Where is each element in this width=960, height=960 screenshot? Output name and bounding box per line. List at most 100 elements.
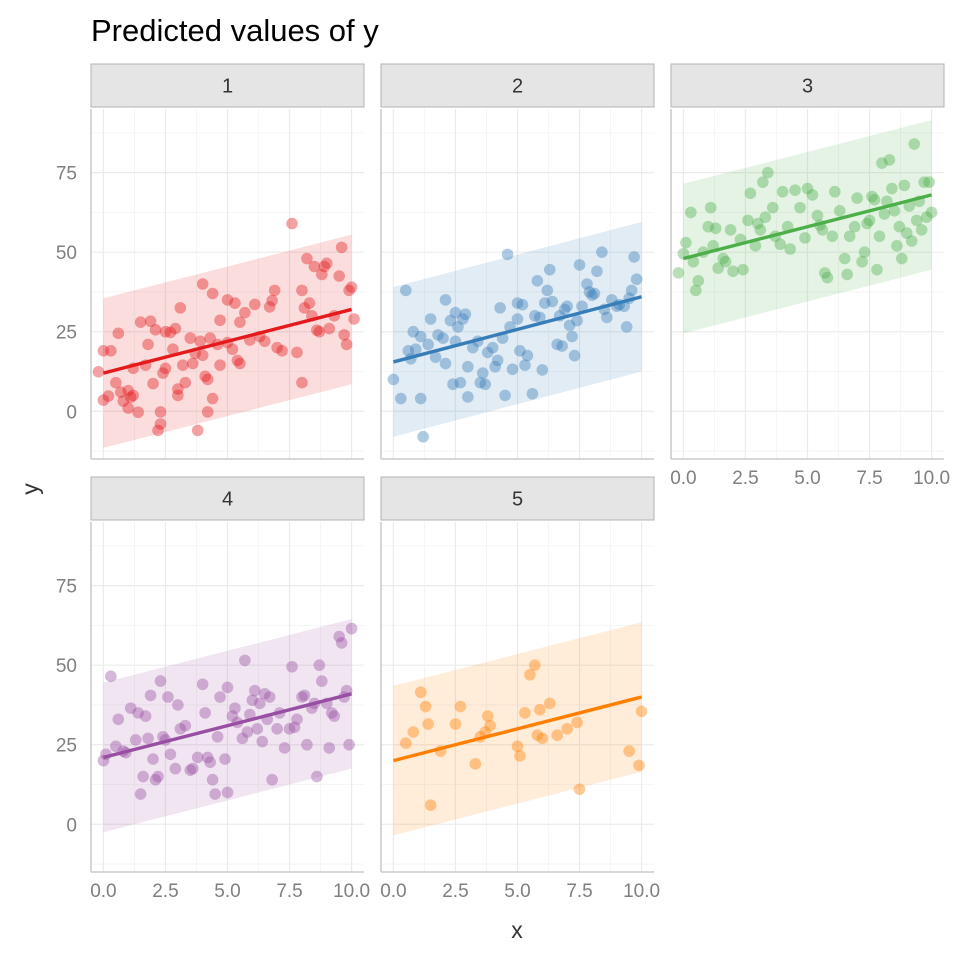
data-point xyxy=(499,389,511,402)
data-point xyxy=(521,349,534,362)
data-point xyxy=(345,281,358,293)
x-tick-label: 10.0 xyxy=(333,881,370,902)
data-point xyxy=(112,713,125,726)
data-point xyxy=(925,206,938,219)
data-point xyxy=(439,294,452,306)
data-point xyxy=(206,392,219,405)
data-point xyxy=(806,189,819,201)
data-points xyxy=(97,622,358,800)
data-point xyxy=(191,751,204,764)
data-point xyxy=(296,691,308,703)
data-point xyxy=(868,193,881,206)
data-point xyxy=(422,338,434,351)
data-point xyxy=(821,271,834,284)
data-point xyxy=(898,179,911,192)
data-point xyxy=(229,297,241,309)
data-point xyxy=(429,351,442,363)
data-point xyxy=(883,154,896,166)
data-point xyxy=(905,235,918,247)
data-point xyxy=(191,424,204,437)
data-point xyxy=(298,302,311,314)
data-point xyxy=(154,406,167,418)
data-point xyxy=(511,313,524,325)
data-point xyxy=(519,359,531,371)
data-point xyxy=(298,689,311,702)
x-tick-label: 2.5 xyxy=(442,881,468,902)
data-point xyxy=(214,314,226,327)
data-point xyxy=(724,224,737,236)
data-point xyxy=(144,689,157,702)
regression-line xyxy=(392,295,643,364)
data-point xyxy=(154,675,167,687)
data-point xyxy=(316,675,328,687)
data-point xyxy=(833,205,846,217)
data-point xyxy=(476,367,489,379)
data-point xyxy=(563,319,576,332)
data-point xyxy=(543,697,556,710)
data-point xyxy=(206,287,219,300)
data-point xyxy=(486,341,499,354)
data-point xyxy=(266,294,278,307)
data-point xyxy=(169,322,182,335)
data-point xyxy=(893,220,906,233)
data-point xyxy=(556,340,568,352)
x-tick-label: 7.5 xyxy=(856,468,882,489)
data-point xyxy=(395,392,407,405)
data-point xyxy=(908,138,921,150)
data-point xyxy=(134,788,147,800)
data-point xyxy=(414,686,427,699)
data-point xyxy=(221,294,234,306)
data-point xyxy=(866,190,878,203)
x-tick-label: 5.0 xyxy=(504,881,530,902)
data-point xyxy=(469,758,482,770)
facet-strip xyxy=(90,63,365,108)
data-point xyxy=(313,659,326,671)
data-point xyxy=(105,345,117,357)
data-point xyxy=(551,729,564,741)
data-point xyxy=(139,710,152,722)
data-point xyxy=(263,301,276,313)
data-point xyxy=(558,303,571,316)
data-point xyxy=(234,357,246,370)
data-point xyxy=(348,313,360,325)
data-point xyxy=(239,306,251,319)
data-point xyxy=(159,325,172,338)
data-point xyxy=(132,406,144,419)
data-point xyxy=(92,366,105,378)
data-point xyxy=(335,637,348,649)
data-point xyxy=(157,730,169,743)
data-point xyxy=(568,349,581,362)
x-tick-label: 5.0 xyxy=(794,468,820,489)
data-point xyxy=(481,346,494,359)
data-point xyxy=(546,295,559,308)
data-point xyxy=(494,302,506,314)
regression-line xyxy=(102,307,353,375)
data-point xyxy=(142,338,154,351)
data-point xyxy=(343,284,355,297)
data-point xyxy=(704,201,717,214)
gridlines xyxy=(91,522,364,872)
data-point xyxy=(122,402,135,414)
chart-title: Predicted values of y xyxy=(91,13,379,48)
data-point xyxy=(596,246,608,258)
data-point xyxy=(424,313,437,325)
y-axis-title: y xyxy=(17,483,43,495)
data-point xyxy=(702,220,715,233)
x-tick-label: 0.0 xyxy=(670,468,696,489)
data-point xyxy=(174,723,187,735)
data-point xyxy=(878,208,891,220)
data-point xyxy=(221,786,234,799)
data-point xyxy=(226,343,239,356)
data-point xyxy=(110,376,122,389)
data-point xyxy=(301,738,313,751)
data-point xyxy=(142,732,154,745)
gridlines xyxy=(381,109,654,459)
data-point xyxy=(97,394,110,406)
data-point xyxy=(400,737,412,749)
data-point xyxy=(489,360,501,373)
data-point xyxy=(915,224,928,236)
data-point xyxy=(766,201,779,214)
data-point xyxy=(519,707,531,719)
data-point xyxy=(311,324,323,336)
data-point xyxy=(214,691,226,703)
